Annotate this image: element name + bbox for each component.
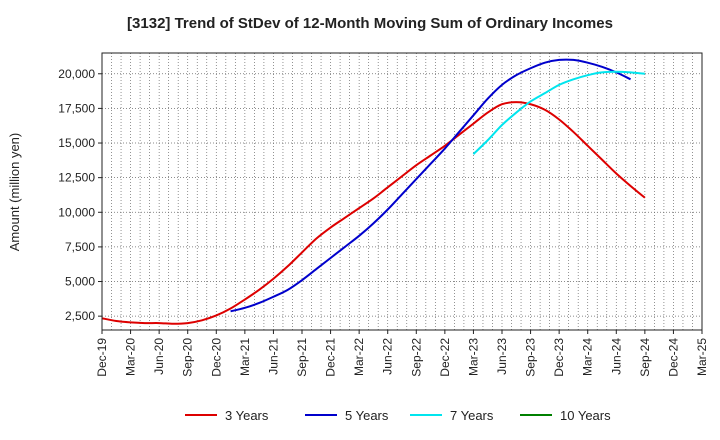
x-tick-label: Mar-24 bbox=[581, 338, 595, 376]
x-tick-label: Dec-21 bbox=[324, 338, 338, 377]
plot-frame bbox=[101, 52, 703, 331]
grid bbox=[102, 53, 702, 330]
x-tick-label: Mar-22 bbox=[352, 338, 366, 376]
y-tick-label: 20,000 bbox=[58, 67, 95, 81]
legend-label: 3 Years bbox=[225, 408, 269, 423]
y-tick-label: 15,000 bbox=[58, 136, 95, 150]
series-line-7-years bbox=[472, 70, 645, 155]
x-tick-label: Sep-20 bbox=[181, 338, 195, 377]
series-line-3-years bbox=[101, 101, 646, 325]
x-tick-label: Sep-22 bbox=[409, 338, 423, 377]
series-group bbox=[101, 58, 646, 325]
x-tick-label: Dec-23 bbox=[552, 338, 566, 377]
x-tick-label: Jun-20 bbox=[152, 338, 166, 375]
x-tick-label: Jun-21 bbox=[266, 338, 280, 375]
x-tick-label: Jun-24 bbox=[609, 338, 623, 375]
x-ticks: Dec-19 Mar-20 Jun-20 Sep-20 Dec-20 Mar-21 Jun-… bbox=[95, 330, 709, 377]
chart-title: [3132] Trend of StDev of 12-Month Moving… bbox=[127, 15, 613, 32]
legend: 3 Years 5 Years 7 Years 10 Years bbox=[185, 408, 611, 423]
x-tick-label: Dec-22 bbox=[438, 338, 452, 377]
x-tick-label: Mar-25 bbox=[695, 338, 709, 376]
y-axis-label: Amount (million yen) bbox=[7, 133, 22, 252]
x-tick-label: Dec-19 bbox=[95, 338, 109, 377]
x-tick-label: Jun-23 bbox=[495, 338, 509, 375]
x-tick-label: Sep-24 bbox=[638, 338, 652, 377]
y-tick-label: 7,500 bbox=[65, 240, 95, 254]
x-tick-label: Mar-23 bbox=[466, 338, 480, 376]
x-tick-label: Sep-21 bbox=[295, 338, 309, 377]
x-tick-label: Jun-22 bbox=[381, 338, 395, 375]
x-tick-label: Sep-23 bbox=[524, 338, 538, 377]
series-line-5-years bbox=[230, 58, 632, 313]
y-tick-label: 5,000 bbox=[65, 275, 95, 289]
x-tick-label: Dec-20 bbox=[209, 338, 223, 377]
plot-area bbox=[102, 53, 702, 330]
x-tick-label: Mar-21 bbox=[238, 338, 252, 376]
y-ticks: 2,500 5,000 7,500 10,000 12,500 15,000 17,500 2… bbox=[58, 67, 102, 323]
legend-label: 10 Years bbox=[560, 408, 611, 423]
y-tick-label: 12,500 bbox=[58, 171, 95, 185]
y-tick-label: 17,500 bbox=[58, 101, 95, 115]
y-tick-label: 2,500 bbox=[65, 309, 95, 323]
legend-label: 7 Years bbox=[450, 408, 494, 423]
x-tick-label: Dec-24 bbox=[666, 338, 680, 377]
legend-label: 5 Years bbox=[345, 408, 389, 423]
y-tick-label: 10,000 bbox=[58, 205, 95, 219]
x-tick-label: Mar-20 bbox=[124, 338, 138, 376]
